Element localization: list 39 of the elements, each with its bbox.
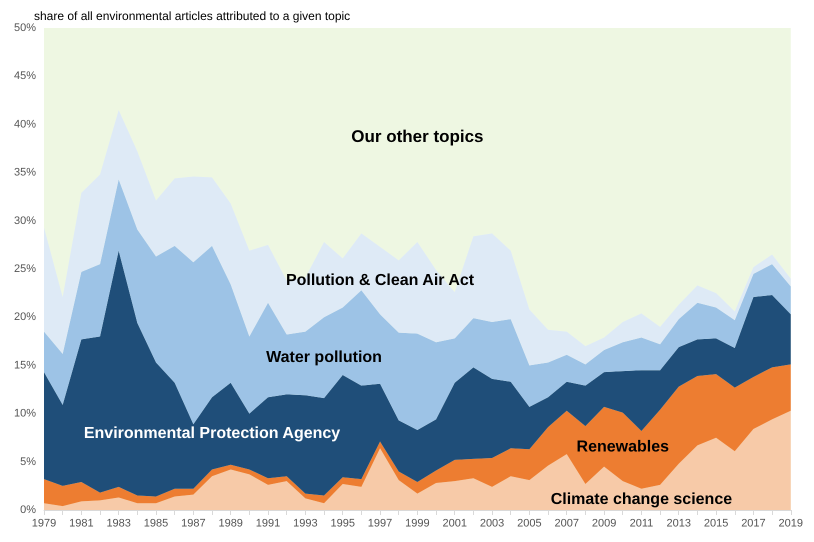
x-tick-label: 1983: [106, 518, 131, 530]
y-tick-label: 30%: [14, 214, 36, 227]
series-label: Water pollution: [266, 349, 382, 366]
x-tick-label: 1989: [218, 518, 243, 530]
x-tick-label: 1987: [181, 518, 206, 530]
x-tick-label: 2007: [554, 518, 579, 530]
x-tick-label: 2015: [704, 518, 728, 530]
x-tick-label: 2001: [442, 518, 467, 530]
series-label: Environmental Protection Agency: [84, 424, 340, 442]
y-tick-label: 50%: [14, 22, 36, 34]
x-tick-label: 1981: [69, 518, 94, 530]
x-tick-label: 1991: [256, 518, 280, 530]
x-tick-label: 1985: [144, 518, 168, 530]
y-tick-label: 10%: [14, 408, 36, 420]
series-label: Renewables: [576, 438, 670, 456]
x-tick-label: 1999: [405, 518, 430, 530]
y-tick-label: 45%: [14, 70, 36, 82]
band-label: Our other topics: [351, 127, 484, 146]
x-tick-label: 1997: [368, 518, 392, 530]
x-tick-label: 2017: [741, 518, 766, 530]
x-tick-label: 1993: [293, 518, 318, 530]
series-label: Pollution & Clean Air Act: [286, 272, 475, 290]
y-tick-label: 15%: [14, 359, 36, 372]
y-tick-label: 0%: [20, 504, 36, 516]
series-label: Climate change science: [550, 490, 732, 508]
x-tick-label: 2019: [778, 518, 804, 530]
x-tick-label: 1979: [32, 518, 56, 530]
x-tick-label: 2003: [480, 518, 504, 530]
y-tick-label: 35%: [14, 166, 36, 179]
x-tick-label: 1995: [330, 518, 355, 530]
y-tick-label: 5%: [20, 456, 36, 468]
x-tick-label: 2005: [517, 518, 542, 530]
x-tick-label: 2009: [592, 518, 616, 530]
y-tick-label: 40%: [14, 118, 36, 130]
x-tick-label: 2013: [666, 518, 691, 530]
y-tick-label: 25%: [14, 263, 36, 275]
y-axis-title: share of all environmental articles attributed to a given topic: [34, 9, 350, 23]
x-tick-label: 2011: [630, 518, 654, 530]
y-tick-label: 20%: [14, 311, 36, 324]
